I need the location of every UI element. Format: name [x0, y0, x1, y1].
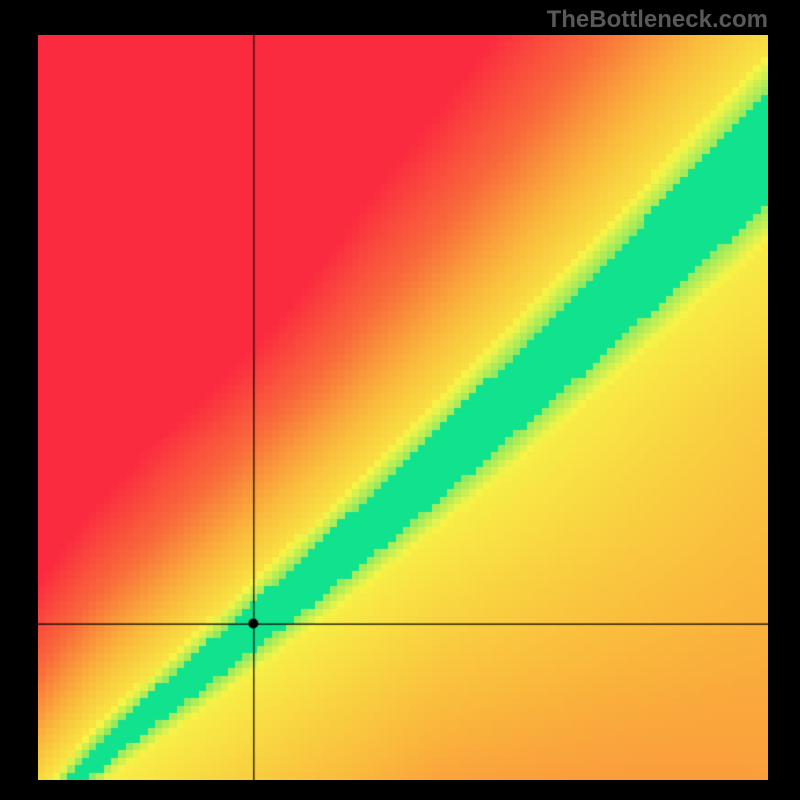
watermark-text: TheBottleneck.com	[547, 6, 768, 34]
bottleneck-heatmap	[38, 35, 768, 780]
